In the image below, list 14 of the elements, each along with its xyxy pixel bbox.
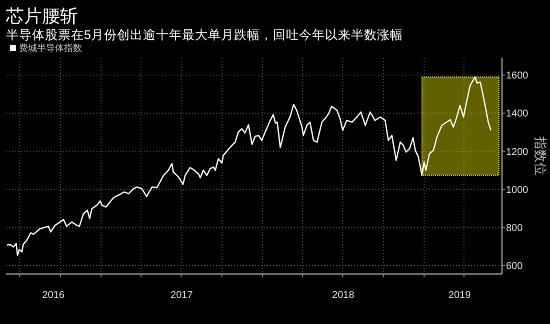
- x-tick-label: 2018: [332, 290, 355, 301]
- x-tick-label: 2017: [170, 290, 194, 301]
- y-tick-label: 1600: [506, 70, 529, 82]
- chart-subtitle: 半导体股票在5月份创出逾十年最大单月跌幅，回吐今年以来半数涨幅: [6, 28, 403, 42]
- x-tick-label: 2016: [42, 290, 65, 301]
- legend: 费城半导体指数: [10, 43, 82, 53]
- y-tick-label: 1200: [506, 146, 529, 158]
- y-tick-label: 1000: [506, 184, 529, 196]
- chart-title: 芯片腰斩: [5, 6, 78, 26]
- y-tick-label: 600: [506, 260, 524, 272]
- x-tick-label: 2019: [448, 290, 472, 301]
- y-tick-label: 800: [506, 222, 524, 234]
- y-axis-title: 指数位: [533, 136, 548, 176]
- y-tick-label: 1400: [506, 108, 529, 120]
